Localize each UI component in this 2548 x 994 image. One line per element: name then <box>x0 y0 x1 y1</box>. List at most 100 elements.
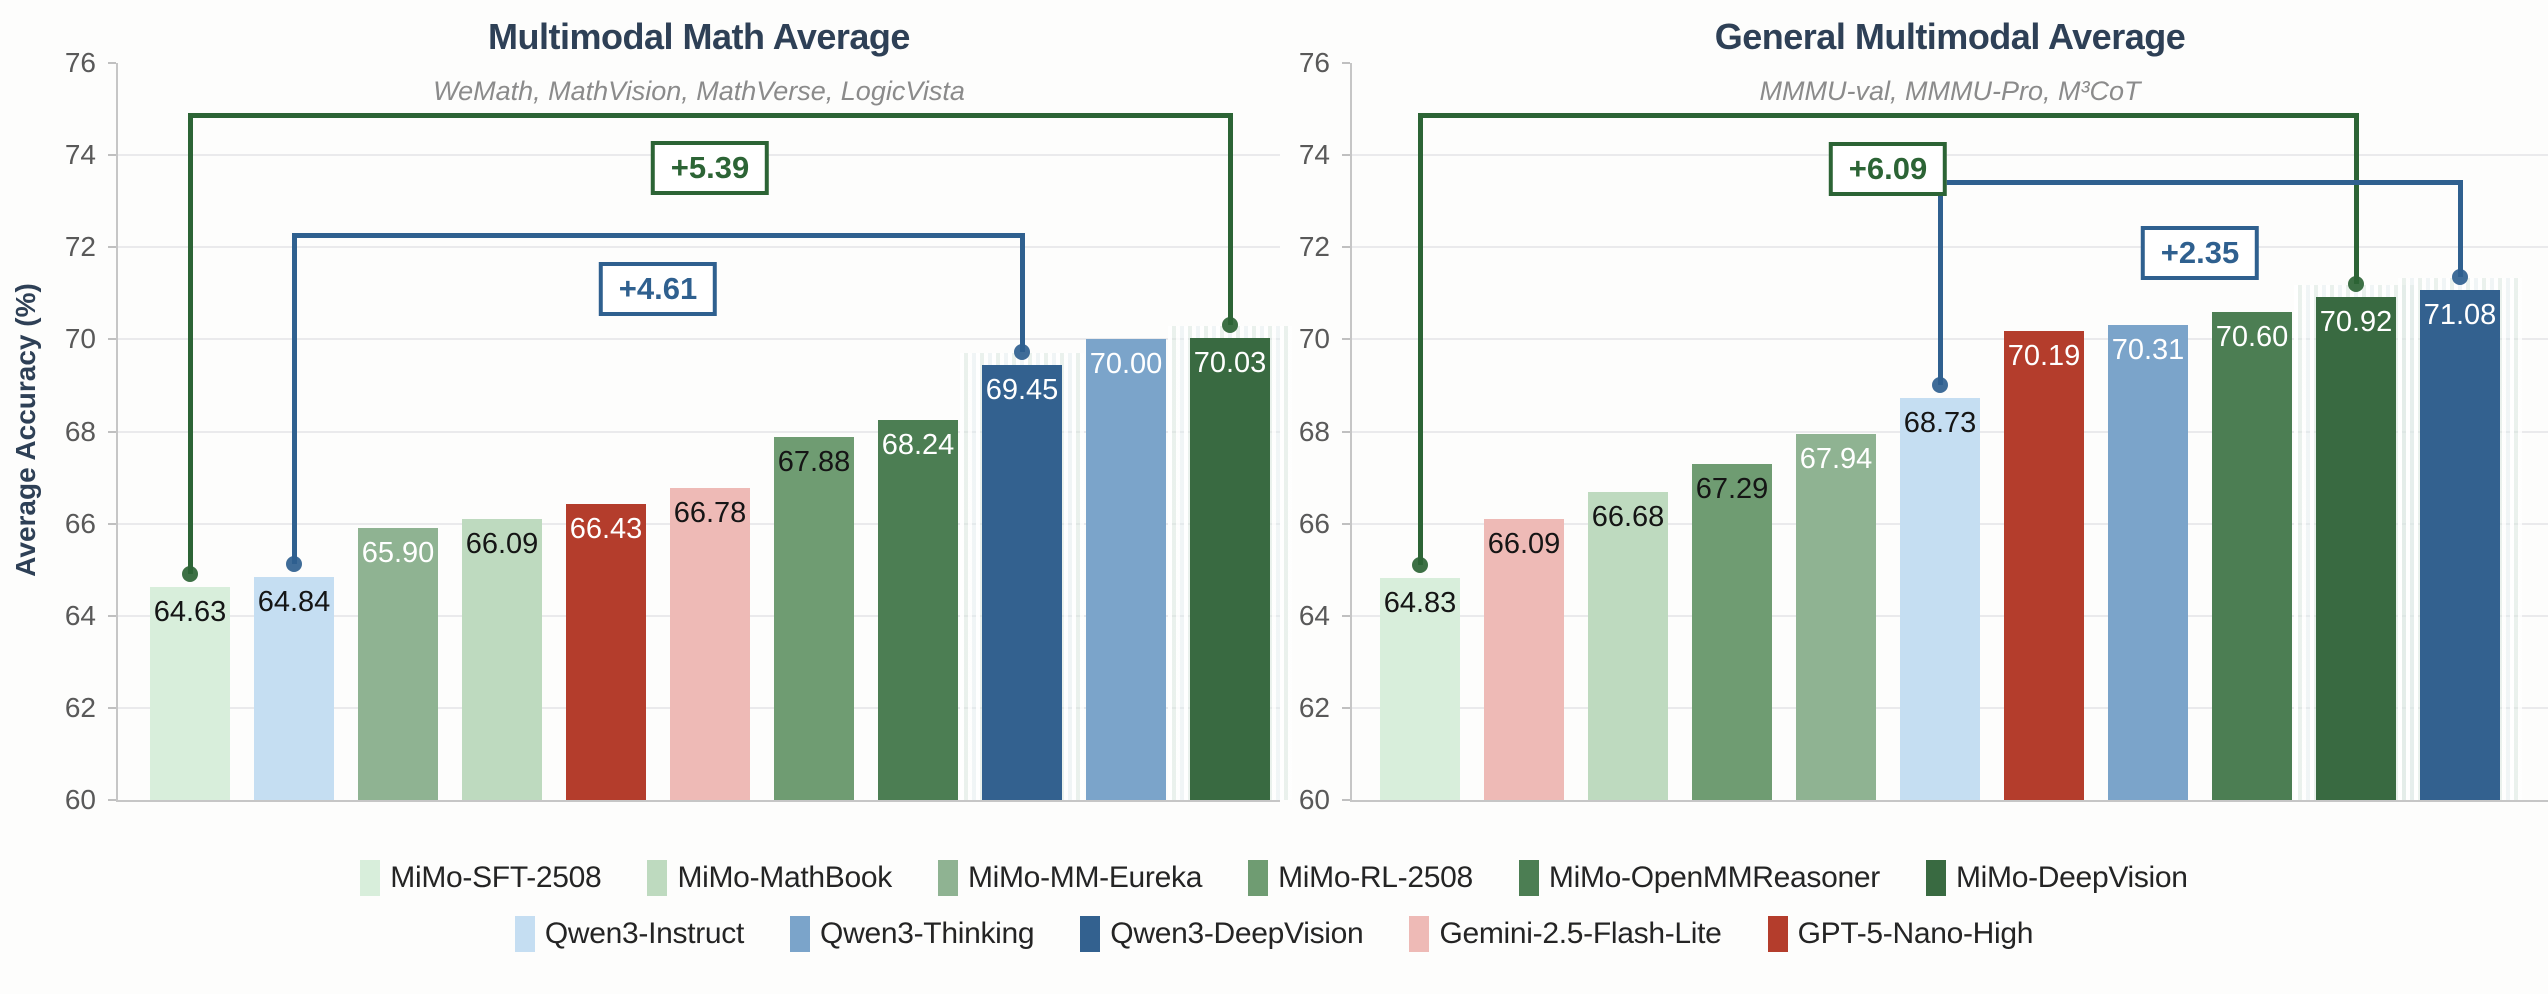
bar-value-label: 66.68 <box>1591 501 1665 534</box>
bar-MiMo-RL-2508: 67.29 <box>1692 464 1772 800</box>
bar-value-label: 70.03 <box>1193 346 1267 379</box>
y-tick-mark <box>108 614 116 617</box>
bracket-dot <box>1932 376 1948 393</box>
y-tick-label: 66 <box>64 507 96 539</box>
legend-item-Qwen3-Thinking: Qwen3-Thinking <box>790 916 1035 952</box>
bar-value-label: 65.90 <box>361 537 435 570</box>
legend-label: MiMo-MathBook <box>677 861 892 894</box>
bracket-line-vertical <box>2458 179 2463 277</box>
legend-swatch <box>1925 860 1946 896</box>
y-tick-label: 68 <box>64 415 96 447</box>
y-tick-label: 64 <box>1298 599 1330 631</box>
y-tick-mark <box>108 522 116 525</box>
y-axis-title: Average Accuracy (%) <box>10 283 41 577</box>
bar-value-label: 64.84 <box>257 586 331 619</box>
bar-MiMo-MathBook: 66.09 <box>462 519 542 800</box>
bar-Gemini-2.5-Flash-Lite: 66.78 <box>670 487 750 800</box>
bracket-line-horizontal <box>292 232 1025 238</box>
legend-swatch <box>514 916 535 952</box>
bar-MiMo-MM-Eureka: 65.90 <box>358 528 438 800</box>
y-tick-mark <box>1342 246 1350 249</box>
y-tick-label: 70 <box>1298 323 1330 355</box>
legend-row-baseline-models: Qwen3-Instruct Qwen3-Thinking Qwen3-DeepVi… <box>0 916 2548 952</box>
y-tick-mark <box>108 706 116 709</box>
legend-swatch <box>647 860 668 896</box>
gridline <box>1352 154 2548 157</box>
legend-item-Gemini-2.5-Flash-Lite: Gemini-2.5-Flash-Lite <box>1409 916 1722 952</box>
y-tick-mark <box>1342 62 1350 64</box>
y-tick-mark <box>1342 799 1350 801</box>
chart-title-left: Multimodal Math Average <box>488 16 910 57</box>
legend-swatch <box>790 916 811 952</box>
y-tick-mark <box>1342 522 1350 525</box>
bar-MiMo-SFT-2508: 64.63 <box>150 586 230 800</box>
bracket-dot <box>2348 275 2364 292</box>
y-tick-mark <box>1342 706 1350 709</box>
legend-swatch <box>1409 916 1430 952</box>
legend-item-GPT-5-Nano-High: GPT-5-Nano-High <box>1767 916 2034 952</box>
bar-MiMo-DeepVision: 70.03 <box>1190 337 1270 800</box>
x-axis-line <box>1350 800 2548 802</box>
bar-Qwen3-Thinking: 70.31 <box>2108 325 2188 800</box>
bracket-dot <box>2452 268 2468 285</box>
legend-item-Qwen3-Instruct: Qwen3-Instruct <box>514 916 745 952</box>
bar-MiMo-SFT-2508: 64.83 <box>1380 577 1460 800</box>
legend-label: GPT-5-Nano-High <box>1797 917 2034 950</box>
legend-item-MiMo-MM-Eureka: MiMo-MM-Eureka <box>937 860 1202 896</box>
legend-item-MiMo-SFT-2508: MiMo-SFT-2508 <box>360 860 602 896</box>
bracket-line-horizontal <box>1938 179 2463 185</box>
gridline <box>118 430 1280 433</box>
bracket-dot <box>1412 556 1428 573</box>
bar-value-label: 66.43 <box>569 512 643 545</box>
y-tick-label: 72 <box>64 231 96 263</box>
y-tick-mark <box>1342 430 1350 433</box>
bracket-line-vertical <box>1020 232 1025 352</box>
gridline <box>118 338 1280 341</box>
bar-value-label: 71.08 <box>2423 298 2497 331</box>
gridline <box>1352 338 2548 341</box>
bar-value-label: 70.60 <box>2215 320 2289 353</box>
bar-Qwen3-Thinking: 70.00 <box>1086 339 1166 800</box>
legend-label: Qwen3-Instruct <box>544 917 745 950</box>
bar-MiMo-DeepVision: 70.92 <box>2316 296 2396 800</box>
legend-label: Qwen3-Thinking <box>820 917 1035 950</box>
bar-value-label: 66.09 <box>1487 528 1561 561</box>
legend-label: MiMo-RL-2508 <box>1278 861 1473 894</box>
y-axis-line <box>1350 63 1352 800</box>
bar-value-label: 70.31 <box>2111 334 2185 367</box>
y-tick-label: 76 <box>1298 47 1330 78</box>
y-tick-mark <box>1342 154 1350 157</box>
bar-value-label: 66.09 <box>465 528 539 561</box>
y-tick-label: 60 <box>64 784 96 815</box>
bracket-line-horizontal <box>1418 112 2359 118</box>
bar-MiMo-OpenMMReasoner: 68.24 <box>878 420 958 800</box>
bar-value-label: 69.45 <box>985 373 1059 406</box>
bracket-line-vertical <box>1938 179 1943 385</box>
bar-MiMo-RL-2508: 67.88 <box>774 437 854 800</box>
bracket-dot <box>1014 343 1030 360</box>
y-tick-label: 60 <box>1298 784 1330 815</box>
legend-row-mimo-models: MiMo-SFT-2508 MiMo-MathBook MiMo-MM-Eureka… <box>0 860 2548 896</box>
y-tick-label: 74 <box>64 139 96 171</box>
y-tick-label: 66 <box>1298 507 1330 539</box>
bracket-line-vertical <box>2354 112 2359 284</box>
y-tick-label: 70 <box>64 323 96 355</box>
bar-value-label: 70.00 <box>1089 348 1163 381</box>
y-tick-mark <box>108 430 116 433</box>
bar-MiMo-MM-Eureka: 67.94 <box>1796 434 1876 800</box>
bar-value-label: 67.94 <box>1799 443 1873 476</box>
y-tick-mark <box>1342 614 1350 617</box>
bar-value-label: 70.92 <box>2319 305 2393 338</box>
legend-swatch <box>1248 860 1269 896</box>
bar-GPT-5-Nano-High: 70.19 <box>2004 330 2084 800</box>
legend-label: MiMo-OpenMMReasoner <box>1548 861 1880 894</box>
legend-swatch <box>360 860 381 896</box>
bracket-dot <box>1222 316 1238 333</box>
legend-swatch <box>937 860 958 896</box>
x-axis-line <box>116 800 1280 802</box>
y-tick-mark <box>108 338 116 341</box>
chart-subtitle-right: MMMU-val, MMMU-Pro, M³CoT <box>1759 76 2141 106</box>
bar-value-label: 66.78 <box>673 496 747 529</box>
bracket-line-vertical <box>1418 112 1423 565</box>
bar-value-label: 64.63 <box>153 595 227 628</box>
